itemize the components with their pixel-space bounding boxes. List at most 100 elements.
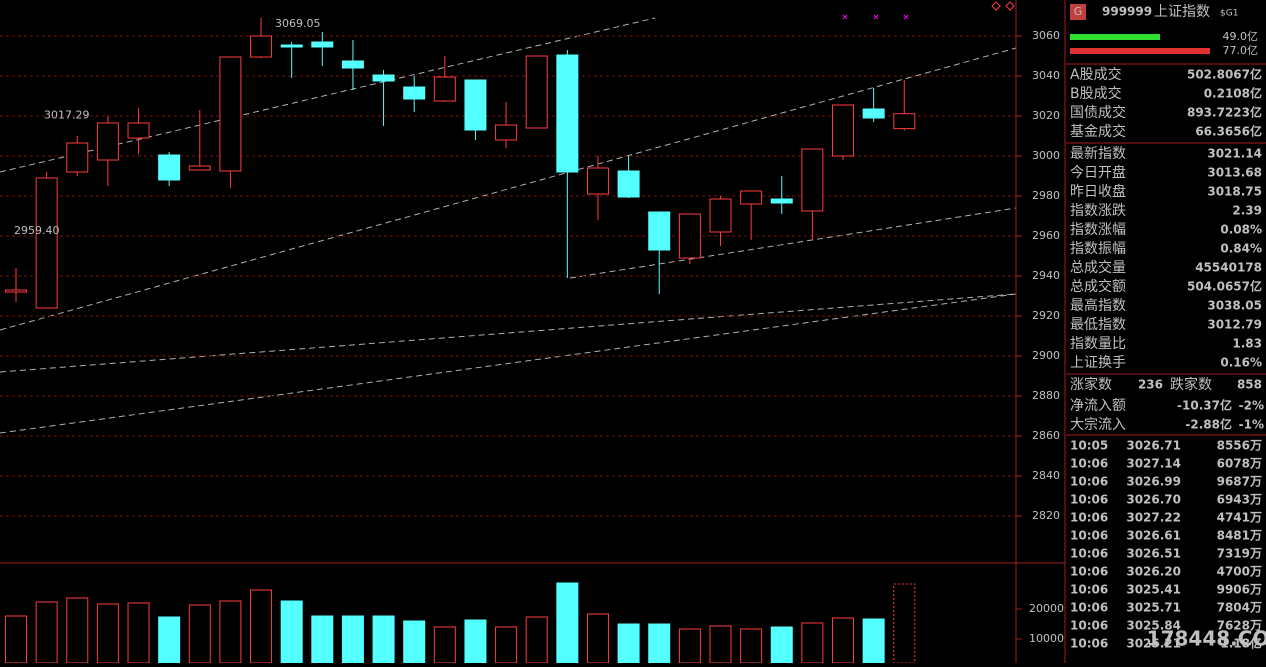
- stat-value: 0.2108亿: [1204, 86, 1262, 101]
- y-tick-label: 2980: [1032, 189, 1060, 202]
- y-tick-label: 2960: [1032, 229, 1060, 242]
- tick-volume: 7319万: [1217, 547, 1262, 561]
- flow-pct: -2%: [1239, 399, 1264, 413]
- volume-bar: [433, 626, 456, 664]
- tick-time: 10:06: [1070, 475, 1108, 489]
- stat-label: 总成交额: [1070, 278, 1126, 295]
- signal-marker: [842, 14, 909, 20]
- breadth-label: 跌家数: [1170, 376, 1212, 393]
- volume-tick-label: 20000: [1029, 602, 1064, 615]
- tick-volume: 8556万: [1217, 439, 1262, 453]
- stat-label: 指数涨跌: [1070, 203, 1126, 219]
- y-tick-label: 3040: [1032, 69, 1060, 82]
- name: 上证指数: [1154, 4, 1210, 20]
- y-tick-label: 3000: [1032, 149, 1060, 162]
- volume-bar: [678, 628, 701, 664]
- volume-bar: [770, 626, 793, 664]
- volume-tick-label: 10000: [1029, 632, 1064, 645]
- stat-label: A股成交: [1070, 66, 1122, 83]
- tick-price: 3027.22: [1126, 511, 1181, 525]
- candle-body: [464, 79, 487, 131]
- stat-label: B股成交: [1070, 85, 1122, 102]
- stat-value: 3012.79: [1207, 318, 1262, 332]
- stat-value: 502.8067亿: [1187, 67, 1262, 82]
- volume-bar: [556, 582, 579, 664]
- stat-value: 45540178: [1195, 261, 1262, 275]
- tick-volume: 7628万: [1217, 619, 1262, 633]
- stat-label: 基金成交: [1070, 123, 1126, 140]
- tick-price: 3026.71: [1126, 439, 1181, 453]
- volume-bar: [5, 615, 27, 664]
- volume-bar: [832, 617, 855, 664]
- candle-body: [893, 113, 916, 130]
- tick-price: 3026.61: [1126, 529, 1181, 543]
- tag: $G1: [1220, 9, 1238, 19]
- tick-price: 3026.70: [1126, 493, 1181, 507]
- stat-value: 2.39: [1232, 204, 1262, 218]
- tick-time: 10:06: [1070, 457, 1108, 471]
- tick-volume: 9906万: [1217, 583, 1262, 597]
- code: 999999: [1102, 5, 1152, 19]
- annotation: 2959.40: [14, 224, 60, 237]
- trendline: [0, 47, 1017, 331]
- markers: [842, 14, 909, 20]
- flow-label: 净流入额: [1070, 398, 1126, 414]
- stat-value: 0.16%: [1220, 356, 1262, 370]
- y-tick-label: 3020: [1032, 109, 1060, 122]
- breadth-value: 858: [1237, 378, 1262, 392]
- tick-price: 3026.51: [1126, 547, 1181, 561]
- outflow-label: 77.0亿: [1223, 44, 1259, 57]
- trendlines: [0, 17, 1017, 434]
- volume-bar: [617, 623, 640, 664]
- volume-bar: [709, 625, 732, 664]
- tick-time: 10:06: [1070, 583, 1108, 597]
- icon-box: [1070, 4, 1086, 20]
- volume-bar: [341, 615, 364, 664]
- volume-bar: [464, 619, 487, 664]
- stat-label: 上证换手: [1070, 354, 1126, 371]
- annotation: 3017.29: [44, 108, 90, 121]
- tick-time: 10:06: [1070, 529, 1108, 543]
- stat-value: 3021.14: [1207, 147, 1262, 161]
- candle-body: [127, 122, 150, 139]
- stat-value: 0.84%: [1220, 242, 1262, 256]
- candle-body: [832, 104, 855, 157]
- volume-bar: [35, 601, 58, 664]
- flow-value: -2.88亿: [1185, 417, 1232, 432]
- volume-bar: [403, 620, 426, 664]
- tick-time: 10:06: [1070, 619, 1108, 633]
- candle-body: [372, 74, 395, 82]
- tick-time: 10:06: [1070, 511, 1108, 525]
- candle-body: [495, 124, 518, 141]
- y-tick-label: 3060: [1032, 29, 1060, 42]
- candle-body: [770, 198, 793, 204]
- tick-time: 10:06: [1070, 565, 1108, 579]
- volume-bar: [372, 615, 395, 664]
- y-tick-label: 2860: [1032, 429, 1060, 442]
- candle-body: [862, 108, 885, 119]
- trendline: [0, 293, 1017, 434]
- candle-body: [35, 177, 58, 309]
- tick-volume: 6943万: [1217, 493, 1262, 507]
- volume-bar: [862, 618, 885, 664]
- candle-body: [66, 142, 89, 173]
- stat-value: 3018.75: [1207, 185, 1262, 199]
- annotation: 3069.05: [275, 17, 321, 30]
- tick-volume: 4700万: [1217, 565, 1262, 579]
- tick-time: 10:06: [1070, 547, 1108, 561]
- candle-body: [525, 55, 548, 129]
- stat-label: 昨日收盘: [1070, 183, 1126, 200]
- candle-body: [617, 170, 640, 198]
- breadth-value: 236: [1138, 378, 1163, 392]
- tick-volume: 1.18亿: [1220, 636, 1262, 651]
- watermark: 178448.COM: [1147, 627, 1266, 651]
- volume-bar: [219, 600, 242, 664]
- candle-body: [96, 122, 119, 161]
- volume-bar: [127, 602, 150, 664]
- volume-bar: [66, 597, 89, 664]
- volume-bar: [801, 622, 824, 664]
- inflow-bar: [1070, 34, 1160, 40]
- candle-body: [188, 165, 211, 171]
- volume-bar: [280, 600, 303, 664]
- stat-value: 893.7223亿: [1187, 105, 1262, 120]
